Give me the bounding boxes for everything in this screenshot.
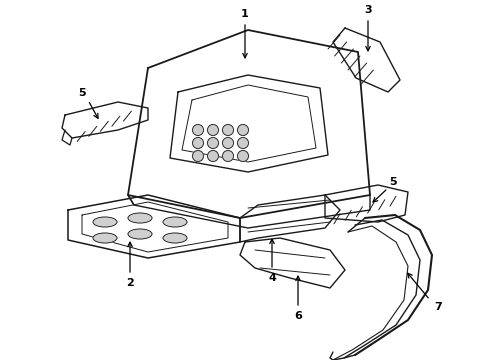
Polygon shape bbox=[240, 238, 345, 288]
Text: 4: 4 bbox=[268, 273, 276, 283]
Text: 6: 6 bbox=[294, 311, 302, 321]
Circle shape bbox=[222, 150, 234, 162]
Ellipse shape bbox=[128, 229, 152, 239]
Circle shape bbox=[193, 138, 203, 149]
Circle shape bbox=[238, 150, 248, 162]
Polygon shape bbox=[325, 185, 408, 222]
Polygon shape bbox=[240, 195, 340, 242]
Text: 7: 7 bbox=[434, 302, 442, 312]
Circle shape bbox=[222, 138, 234, 149]
Circle shape bbox=[207, 150, 219, 162]
Ellipse shape bbox=[128, 213, 152, 223]
Text: 5: 5 bbox=[78, 88, 86, 98]
Text: 1: 1 bbox=[241, 9, 249, 19]
Circle shape bbox=[238, 125, 248, 135]
Ellipse shape bbox=[93, 233, 117, 243]
Circle shape bbox=[193, 125, 203, 135]
Text: 3: 3 bbox=[364, 5, 372, 15]
Circle shape bbox=[238, 138, 248, 149]
Ellipse shape bbox=[163, 217, 187, 227]
Ellipse shape bbox=[93, 217, 117, 227]
Circle shape bbox=[193, 150, 203, 162]
Text: 5: 5 bbox=[389, 177, 397, 187]
Polygon shape bbox=[128, 30, 370, 218]
Text: 2: 2 bbox=[126, 278, 134, 288]
Polygon shape bbox=[62, 102, 148, 138]
Polygon shape bbox=[333, 28, 400, 92]
Circle shape bbox=[207, 138, 219, 149]
Circle shape bbox=[222, 125, 234, 135]
Circle shape bbox=[207, 125, 219, 135]
Polygon shape bbox=[68, 195, 240, 258]
Ellipse shape bbox=[163, 233, 187, 243]
